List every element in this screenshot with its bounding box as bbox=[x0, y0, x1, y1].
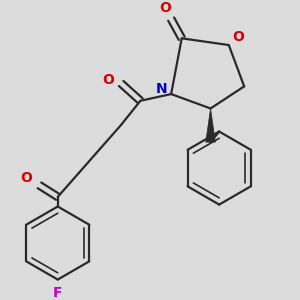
Text: N: N bbox=[156, 82, 167, 96]
Text: O: O bbox=[159, 1, 171, 15]
Polygon shape bbox=[206, 109, 215, 142]
Text: F: F bbox=[53, 286, 62, 300]
Text: O: O bbox=[102, 73, 114, 87]
Text: O: O bbox=[232, 30, 244, 44]
Text: O: O bbox=[20, 171, 32, 185]
